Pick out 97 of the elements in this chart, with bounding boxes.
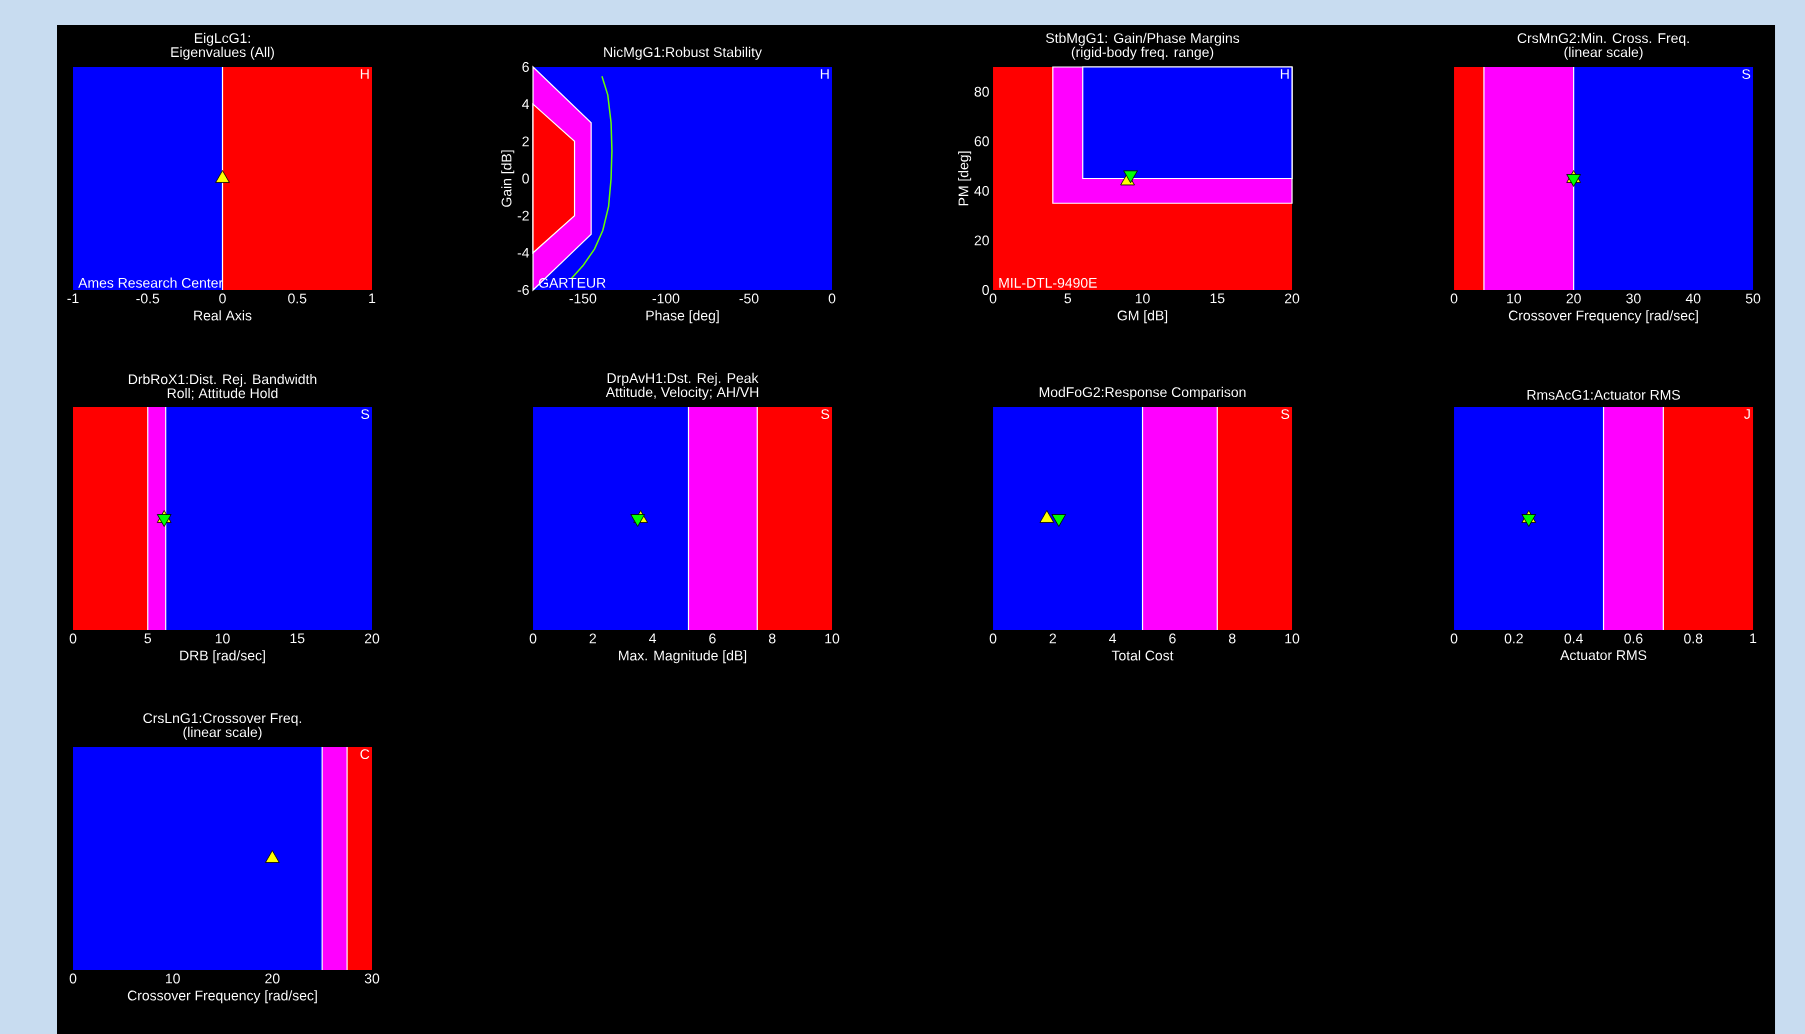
chart-subtitle: Roll; Attitude Hold: [167, 387, 278, 400]
x-tick-label: -0.5: [136, 293, 160, 304]
x-tick-label: 10: [1285, 633, 1300, 644]
chart-title: NicMgG1:Robust Stability: [604, 46, 762, 60]
annotation: GARTEUR: [538, 277, 606, 288]
x-tick-label: 2: [589, 633, 596, 644]
x-tick-label: 10: [215, 633, 230, 644]
y-tick-label: 4: [522, 99, 530, 109]
y-tick-label: -2: [517, 210, 529, 221]
chart-title: DrbRoX1:Dist. Rej. Bandwidth: [128, 373, 317, 387]
y-tick-label: 0: [522, 173, 529, 184]
y-tick-label: 20: [974, 235, 989, 246]
chart-title: CrsMnG2:Min. Cross. Freq.: [1517, 32, 1689, 46]
y-tick-label: 6: [522, 62, 529, 72]
x-tick-label: 5: [1064, 293, 1072, 304]
x-tick-label: 1: [1750, 633, 1757, 644]
x-tick-label: 20: [1284, 293, 1300, 304]
annotation: S: [1281, 409, 1290, 420]
y-axis-title: Gain [dB]: [501, 150, 515, 207]
y-tick-label: 80: [974, 86, 989, 97]
x-tick-label: 20: [1566, 293, 1581, 304]
x-tick-label: 0: [989, 293, 997, 304]
x-tick-label: 15: [1210, 293, 1225, 304]
x-tick-label: 8: [768, 633, 776, 644]
annotation: J: [1744, 409, 1750, 419]
annotation: S: [821, 409, 830, 420]
chart-subtitle: Attitude, Velocity; AH/VH: [605, 386, 759, 400]
x-tick-label: 0.2: [1504, 633, 1523, 644]
x-tick-label: 0: [1450, 633, 1458, 644]
x-tick-label: 4: [1109, 633, 1117, 644]
x-tick-label: 10: [1507, 293, 1522, 304]
x-tick-label: 6: [709, 633, 716, 644]
annotation: H: [360, 69, 369, 79]
x-tick-label: 20: [265, 973, 280, 984]
x-axis-title: Real Axis: [194, 310, 252, 321]
y-tick-label: -4: [517, 248, 530, 258]
annotation: MIL-DTL-9490E: [999, 277, 1097, 288]
x-tick-label: -100: [652, 293, 680, 304]
x-tick-label: 30: [364, 973, 380, 984]
x-tick-label: 4: [649, 633, 657, 644]
chart-title: EigLcG1:: [194, 32, 250, 46]
chart-subtitle: Eigenvalues (All): [171, 46, 274, 60]
chart-title: DrpAvH1:Dst. Rej. Peak: [607, 372, 759, 386]
x-axis-title: GM [dB]: [1117, 310, 1168, 324]
y-axis-title: PM [deg]: [958, 151, 972, 206]
x-tick-label: -1: [67, 293, 79, 304]
x-axis-title: Total Cost: [1111, 650, 1174, 661]
x-tick-label: 0.8: [1684, 633, 1703, 644]
x-tick-label: 0: [69, 633, 77, 644]
x-tick-label: 15: [290, 633, 305, 644]
y-tick-label: 0: [982, 285, 989, 295]
x-tick-label: 0: [828, 293, 836, 304]
x-axis-title: Crossover Frequency [rad/sec]: [127, 990, 317, 1004]
y-tick-label: -6: [517, 285, 529, 295]
annotation: S: [1742, 69, 1751, 80]
annotation: Ames Research Center: [78, 277, 223, 288]
x-tick-label: 0: [219, 293, 226, 304]
x-tick-label: 1: [369, 293, 376, 304]
chart-title: RmsAcG1:Actuator RMS: [1527, 389, 1681, 400]
y-tick-label: 2: [522, 136, 529, 147]
annotation: H: [1280, 69, 1289, 79]
chart-title: CrsLnG1:Crossover Freq.: [143, 713, 302, 726]
x-axis-title: Crossover Frequency [rad/sec]: [1508, 310, 1698, 324]
x-tick-label: 6: [1169, 633, 1176, 644]
x-tick-label: 8: [1228, 633, 1236, 644]
x-tick-label: 40: [1685, 293, 1701, 304]
x-tick-label: 30: [1626, 293, 1641, 304]
x-tick-label: 0.4: [1564, 633, 1583, 644]
chart-title: StbMgG1: Gain/Phase Margins: [1046, 32, 1240, 46]
annotation: S: [361, 409, 370, 420]
x-axis-title: Phase [deg]: [646, 310, 719, 324]
x-tick-label: 5: [144, 633, 152, 644]
y-tick-label: 60: [974, 136, 989, 147]
x-tick-label: 0.5: [288, 293, 307, 304]
x-axis-title: DRB [rad/sec]: [180, 650, 265, 664]
x-axis-title: Actuator RMS: [1560, 650, 1647, 661]
x-tick-label: 10: [1135, 293, 1150, 304]
x-tick-label: 0: [69, 973, 77, 984]
x-tick-label: -50: [739, 293, 759, 304]
chart-subtitle: (linear scale): [1564, 46, 1643, 60]
x-tick-label: 50: [1745, 293, 1761, 304]
x-tick-label: 0: [529, 633, 537, 644]
x-tick-label: 0.6: [1624, 633, 1643, 644]
x-axis-title: Max. Magnitude [dB]: [619, 650, 747, 664]
x-tick-label: 20: [364, 633, 380, 644]
annotation: C: [360, 749, 370, 760]
x-tick-label: 10: [165, 973, 180, 984]
x-tick-label: -150: [569, 293, 597, 304]
x-tick-label: 0: [1450, 293, 1458, 304]
x-tick-label: 10: [825, 633, 840, 644]
x-tick-label: 0: [989, 633, 997, 644]
y-tick-label: 40: [974, 185, 989, 196]
chart-subtitle: (linear scale): [183, 726, 262, 740]
chart-title: ModFoG2:Response Comparison: [1039, 386, 1246, 400]
x-tick-label: 2: [1049, 633, 1057, 644]
chart-subtitle: (rigid-body freq. range): [1071, 46, 1214, 60]
annotation: H: [820, 69, 829, 79]
